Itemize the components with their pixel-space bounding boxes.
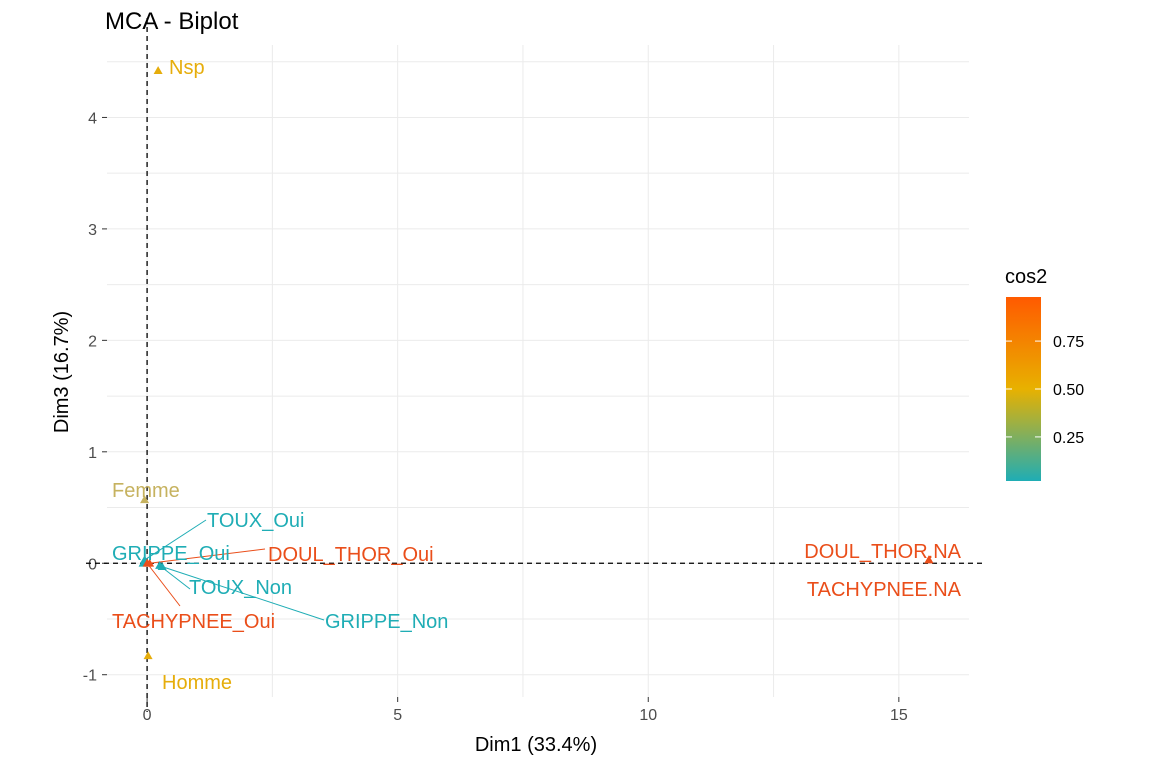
label-tachypnee-oui: TACHYPNEE_Oui	[112, 611, 275, 633]
label-toux-oui: TOUX_Oui	[207, 510, 304, 532]
label-femme: Femme	[112, 480, 180, 502]
y-tick-label: 1	[88, 445, 97, 462]
y-tick-label: -1	[83, 668, 97, 685]
cos2-legend: cos2 0.25 0.50 0.75	[1005, 266, 1084, 481]
point-femme	[140, 495, 150, 504]
y-tick-label: 4	[88, 110, 97, 127]
connector-tachypnee-oui	[146, 562, 181, 607]
legend-ticks: 0.25 0.50 0.75	[1006, 334, 1084, 447]
x-tick-label: 0	[143, 707, 152, 724]
connector-doul-thor-oui	[149, 548, 266, 564]
point-labels: Nsp Femme Homme TOUX_Oui GRIPPE_Oui DOUL_THOR…	[112, 57, 962, 694]
legend-title: cos2	[1005, 266, 1047, 288]
x-axis-title: Dim1 (33.4%)	[475, 734, 597, 756]
x-tick-label: 10	[639, 707, 657, 724]
connector-toux-oui	[144, 519, 207, 561]
chart-title: MCA - Biplot	[105, 8, 239, 35]
label-toux-non: TOUX_Non	[189, 577, 292, 599]
label-connectors	[144, 519, 325, 621]
y-axis-title: Dim3 (16.7%)	[51, 311, 73, 433]
axes: 0 5 10 15 -1 0 1 2 3 4	[83, 110, 908, 724]
label-grippe-oui: GRIPPE_Oui	[112, 543, 230, 565]
point-grippe-non	[157, 562, 167, 570]
y-tick-label: 0	[88, 556, 97, 573]
data-points	[138, 66, 934, 660]
legend-tick-label: 0.75	[1053, 334, 1084, 351]
point-nsp	[153, 66, 163, 75]
y-tick-label: 2	[88, 333, 97, 350]
label-grippe-non: GRIPPE_Non	[325, 611, 448, 633]
point-tachypnee-oui	[142, 558, 152, 567]
x-tick-label: 5	[393, 707, 402, 724]
label-homme: Homme	[162, 672, 232, 694]
y-tick-label: 3	[88, 222, 97, 239]
point-tachypnee-na	[924, 555, 934, 564]
legend-tick-label: 0.50	[1053, 382, 1084, 399]
reference-lines	[86, 18, 982, 712]
legend-tick-label: 0.25	[1053, 430, 1084, 447]
label-tachypnee-na: TACHYPNEE.NA	[807, 579, 962, 601]
point-homme	[143, 651, 153, 660]
label-nsp: Nsp	[169, 57, 205, 79]
connector-grippe-non	[161, 566, 325, 621]
x-tick-label: 15	[890, 707, 908, 724]
label-doul-thor-oui: DOUL_THOR_Oui	[268, 544, 434, 566]
label-doul-thor-na: DOUL_THOR.NA	[804, 541, 961, 563]
grid	[107, 45, 969, 697]
